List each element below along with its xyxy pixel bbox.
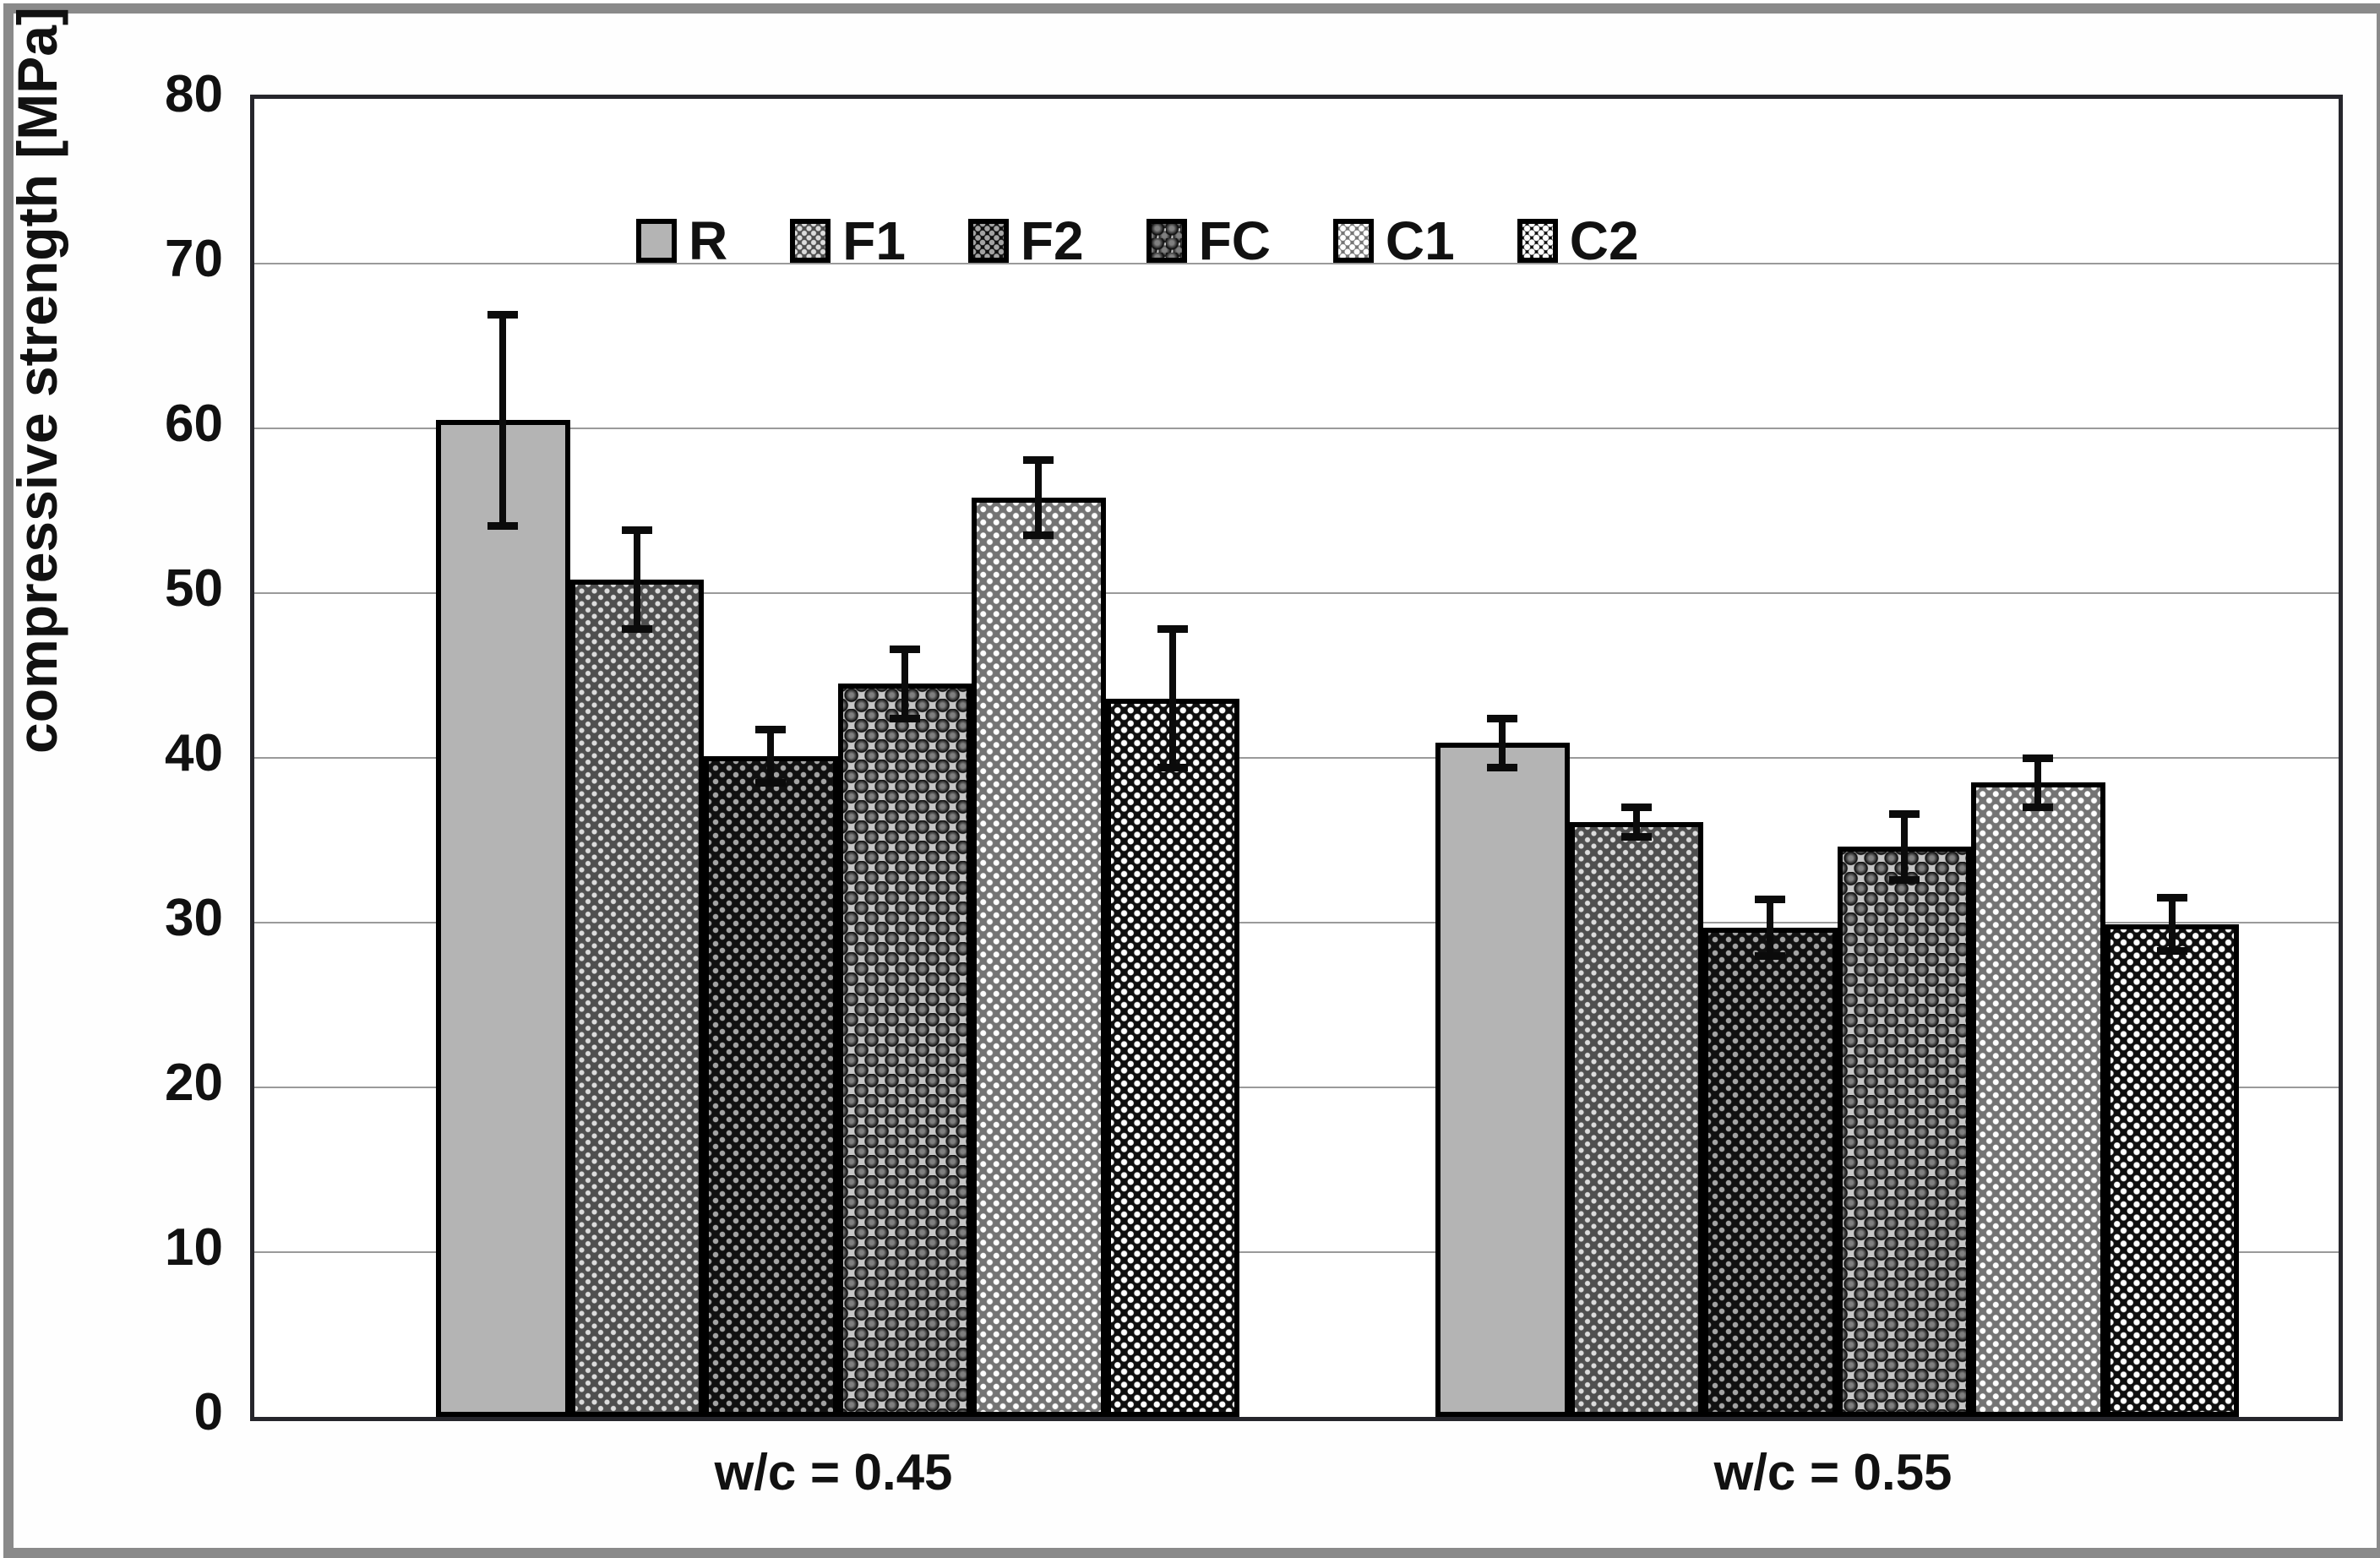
bar-R-2 bbox=[1435, 743, 1570, 1417]
legend: R F1 F2 FC C1 C2 bbox=[636, 214, 1639, 268]
error-bar-cap-bottom-FC-2 bbox=[1888, 875, 1920, 884]
legend-swatch-R bbox=[636, 219, 677, 263]
error-bar-line-F1-2 bbox=[1632, 807, 1640, 837]
error-bar-cap-bottom-C1-1 bbox=[1023, 531, 1054, 540]
error-bar-cap-bottom-C1-2 bbox=[2023, 804, 2054, 811]
legend-label-C1: C1 bbox=[1385, 210, 1455, 271]
bar-F2-1 bbox=[704, 756, 838, 1417]
bar-C2-1 bbox=[1105, 698, 1239, 1417]
legend-label-C2: C2 bbox=[1569, 210, 1639, 271]
y-tick-label-0: 0 bbox=[193, 1383, 223, 1441]
bar-F1-1 bbox=[569, 580, 704, 1417]
y-tick-label-20: 20 bbox=[165, 1054, 223, 1112]
bar-FC-1 bbox=[837, 684, 972, 1417]
error-bar-cap-top-C1-1 bbox=[1023, 455, 1054, 464]
legend-label-F2: F2 bbox=[1020, 210, 1084, 271]
error-bar-line-F2-1 bbox=[767, 729, 775, 783]
error-bar-cap-bottom-R-2 bbox=[1487, 764, 1518, 772]
bar-C1-2 bbox=[1971, 782, 2105, 1417]
error-bar-cap-top-R-1 bbox=[487, 310, 519, 319]
y-axis-title: compressive strength [MPa] bbox=[6, 7, 68, 754]
error-bar-line-R-2 bbox=[1499, 718, 1506, 768]
legend-item-F1: F1 bbox=[790, 214, 906, 268]
y-tick-label-80: 80 bbox=[165, 65, 223, 123]
error-bar-cap-top-FC-1 bbox=[889, 645, 920, 653]
y-tick-label-30: 30 bbox=[165, 889, 223, 947]
error-bar-line-C2-2 bbox=[2168, 897, 2176, 951]
x-category-label-2: w/c = 0.55 bbox=[1713, 1444, 1952, 1501]
bar-FC-2 bbox=[1837, 847, 1971, 1417]
bar-F1-2 bbox=[1569, 822, 1703, 1417]
bar-C2-2 bbox=[2105, 923, 2239, 1417]
plot-area: R F1 F2 FC C1 C2 bbox=[250, 95, 2343, 1421]
error-bar-cap-bottom-C2-1 bbox=[1157, 764, 1188, 772]
error-bar-line-C2-1 bbox=[1168, 629, 1176, 768]
legend-swatch-C2 bbox=[1517, 219, 1558, 263]
y-tick-label-40: 40 bbox=[165, 724, 223, 782]
error-bar-line-C1-1 bbox=[1035, 460, 1043, 536]
gridline-20 bbox=[254, 1087, 2339, 1088]
error-bar-cap-bottom-R-1 bbox=[487, 521, 519, 530]
gridline-70 bbox=[254, 263, 2339, 264]
error-bar-line-F1-1 bbox=[633, 530, 640, 629]
gridline-10 bbox=[254, 1251, 2339, 1253]
error-bar-cap-bottom-FC-1 bbox=[889, 714, 920, 722]
gridline-30 bbox=[254, 922, 2339, 923]
y-tick-label-70: 70 bbox=[165, 230, 223, 288]
x-category-label-1: w/c = 0.45 bbox=[714, 1444, 953, 1501]
error-bar-cap-bottom-F1-1 bbox=[621, 625, 652, 634]
error-bar-cap-top-R-2 bbox=[1487, 714, 1518, 722]
gridline-40 bbox=[254, 757, 2339, 759]
legend-swatch-F2 bbox=[967, 219, 1009, 263]
legend-item-R: R bbox=[636, 214, 727, 268]
error-bar-cap-top-F2-2 bbox=[1755, 896, 1786, 904]
error-bar-cap-bottom-F1-2 bbox=[1620, 833, 1652, 842]
error-bar-cap-top-FC-2 bbox=[1888, 809, 1920, 818]
error-bar-line-R-1 bbox=[499, 314, 507, 526]
y-tick-label-60: 60 bbox=[165, 395, 223, 453]
error-bar-line-F2-2 bbox=[1767, 899, 1774, 956]
error-bar-cap-bottom-F2-1 bbox=[755, 778, 787, 787]
y-tick-label-10: 10 bbox=[165, 1218, 223, 1277]
error-bar-cap-top-F2-1 bbox=[755, 726, 787, 734]
error-bar-line-FC-1 bbox=[901, 649, 908, 719]
error-bar-line-C1-2 bbox=[2034, 758, 2042, 808]
error-bar-cap-bottom-F2-2 bbox=[1755, 951, 1786, 960]
error-bar-cap-top-C2-1 bbox=[1157, 625, 1188, 634]
y-tick-label-50: 50 bbox=[165, 559, 223, 618]
gridline-50 bbox=[254, 592, 2339, 594]
bar-R-1 bbox=[436, 420, 570, 1417]
legend-item-C2: C2 bbox=[1517, 214, 1639, 268]
error-bar-cap-top-C2-2 bbox=[2156, 894, 2187, 902]
legend-label-F1: F1 bbox=[842, 210, 906, 271]
legend-swatch-C1 bbox=[1332, 219, 1374, 263]
error-bar-cap-top-F1-1 bbox=[621, 526, 652, 535]
legend-item-FC: FC bbox=[1146, 214, 1271, 268]
bar-C1-1 bbox=[972, 497, 1106, 1417]
outer-frame: compressive strength [MPa] R F1 F2 FC C1 C2 0… bbox=[3, 3, 2380, 1558]
legend-item-F2: F2 bbox=[967, 210, 1084, 271]
legend-swatch-F1 bbox=[790, 219, 831, 263]
legend-swatch-FC bbox=[1146, 219, 1187, 263]
error-bar-cap-top-C1-2 bbox=[2023, 754, 2054, 762]
gridline-60 bbox=[254, 428, 2339, 429]
legend-label-FC: FC bbox=[1198, 210, 1271, 271]
legend-item-C1: C1 bbox=[1332, 210, 1455, 271]
error-bar-line-FC-2 bbox=[1900, 814, 1908, 880]
legend-label-R: R bbox=[689, 210, 728, 271]
bar-F2-2 bbox=[1703, 927, 1838, 1417]
error-bar-cap-top-F1-2 bbox=[1620, 804, 1652, 811]
error-bar-cap-bottom-C2-2 bbox=[2156, 946, 2187, 955]
